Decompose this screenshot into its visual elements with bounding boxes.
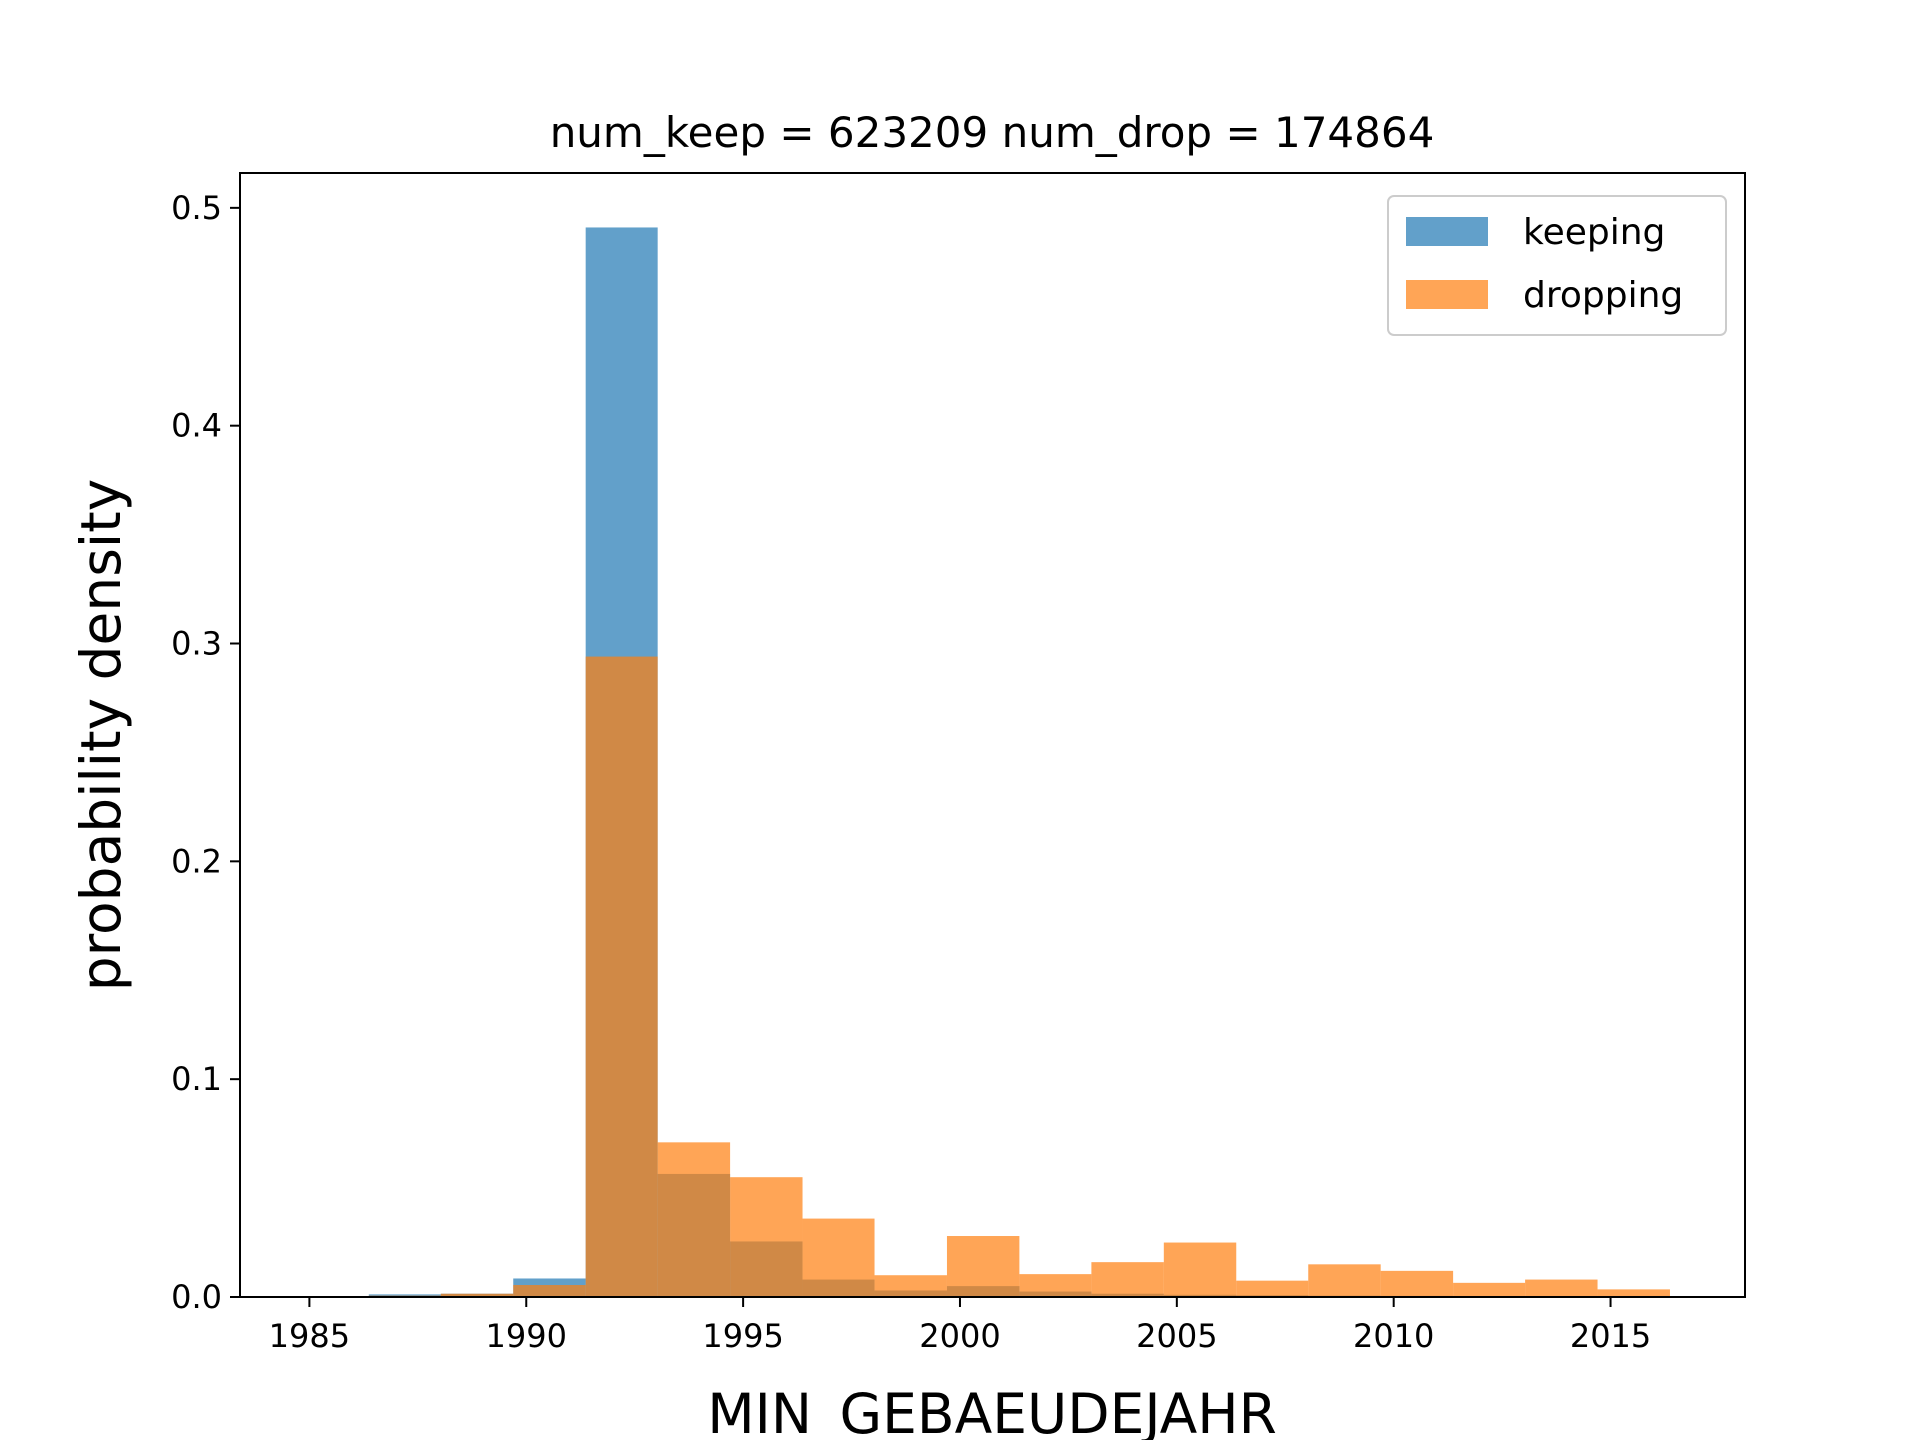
- chart-title: num_keep = 623209 num_drop = 174864: [550, 108, 1435, 157]
- bar-dropping-8: [874, 1275, 947, 1297]
- x-tick-label-1990: 1990: [486, 1317, 567, 1355]
- bar-dropping-5: [657, 1142, 731, 1297]
- bar-dropping-3: [513, 1285, 586, 1297]
- y-tick-label-0.0: 0.0: [171, 1278, 222, 1316]
- x-axis-label: MIN_GEBAEUDEJAHR: [707, 1382, 1277, 1440]
- x-tick-label-1995: 1995: [702, 1317, 783, 1355]
- x-tick-label-2015: 2015: [1570, 1317, 1651, 1355]
- series-dropping-bars: [296, 656, 1670, 1297]
- bar-dropping-14: [1308, 1264, 1381, 1297]
- bar-dropping-12: [1163, 1242, 1237, 1297]
- y-axis-ticks: 0.0 0.1 0.2 0.3 0.4 0.5: [171, 189, 240, 1316]
- y-tick-label-0.2: 0.2: [171, 842, 222, 880]
- bar-dropping-13: [1236, 1280, 1309, 1297]
- legend: keeping dropping: [1387, 195, 1727, 336]
- bar-dropping-15: [1380, 1270, 1454, 1297]
- bar-dropping-7: [802, 1218, 875, 1297]
- bar-dropping-2: [440, 1293, 514, 1297]
- legend-swatch-dropping: [1406, 280, 1488, 309]
- y-tick-label-0.4: 0.4: [171, 407, 222, 445]
- x-tick-label-2005: 2005: [1136, 1317, 1217, 1355]
- bar-dropping-18: [1597, 1289, 1670, 1297]
- x-tick-label-2010: 2010: [1353, 1317, 1434, 1355]
- bar-dropping-6: [730, 1177, 803, 1297]
- y-axis-label: probability density: [69, 479, 133, 992]
- x-tick-label-1985: 1985: [269, 1317, 350, 1355]
- plot-area-frame: [239, 172, 1746, 1298]
- y-tick-label-0.1: 0.1: [171, 1060, 222, 1098]
- y-tick-label-0.5: 0.5: [171, 189, 222, 227]
- legend-swatch-keeping: [1406, 217, 1488, 246]
- x-axis-ticks: 1985 1990 1995 2000 2005 2010 2015: [269, 1297, 1651, 1355]
- legend-label-dropping: dropping: [1523, 275, 1683, 316]
- bar-dropping-11: [1091, 1262, 1164, 1297]
- bar-dropping-10: [1019, 1274, 1092, 1297]
- x-tick-label-2000: 2000: [919, 1317, 1000, 1355]
- bar-dropping-9: [946, 1236, 1020, 1297]
- y-tick-label-0.3: 0.3: [171, 625, 222, 663]
- legend-label-keeping: keeping: [1523, 212, 1665, 253]
- bar-dropping-4: [585, 656, 658, 1297]
- bar-dropping-17: [1525, 1279, 1598, 1297]
- bar-dropping-16: [1453, 1282, 1526, 1297]
